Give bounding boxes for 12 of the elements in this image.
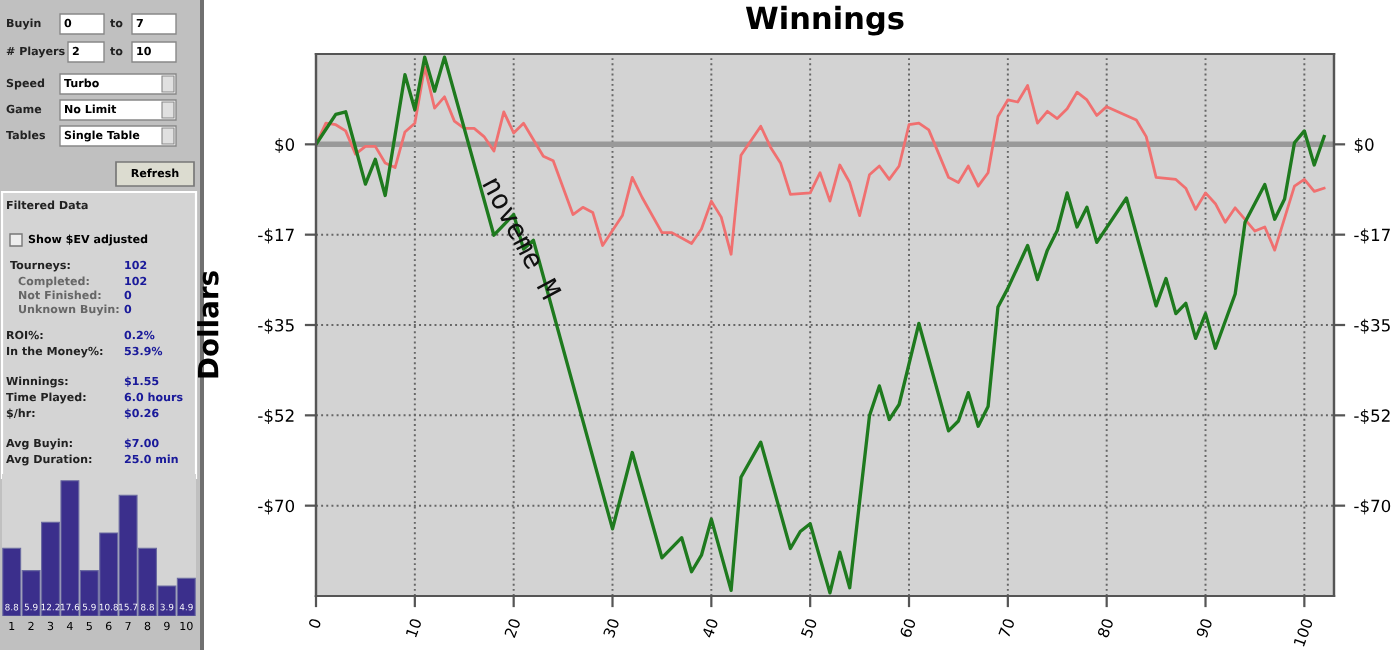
y2-tick-label: $0 <box>1354 138 1374 154</box>
y-tick-label: -$52 <box>258 409 294 425</box>
y2-tick-label: -$52 <box>1354 409 1390 425</box>
y-tick-label: -$35 <box>258 318 294 334</box>
y-tick-label: -$17 <box>258 228 294 244</box>
y-tick-label: -$70 <box>258 499 295 515</box>
y2-tick-label: -$35 <box>1354 318 1390 334</box>
chart-title: Winnings <box>745 5 904 36</box>
y2-tick-label: -$70 <box>1354 499 1391 515</box>
y2-tick-label: -$17 <box>1354 228 1390 244</box>
y-tick-label: $0 <box>275 138 295 154</box>
y-axis-title: Dollars <box>197 271 219 378</box>
